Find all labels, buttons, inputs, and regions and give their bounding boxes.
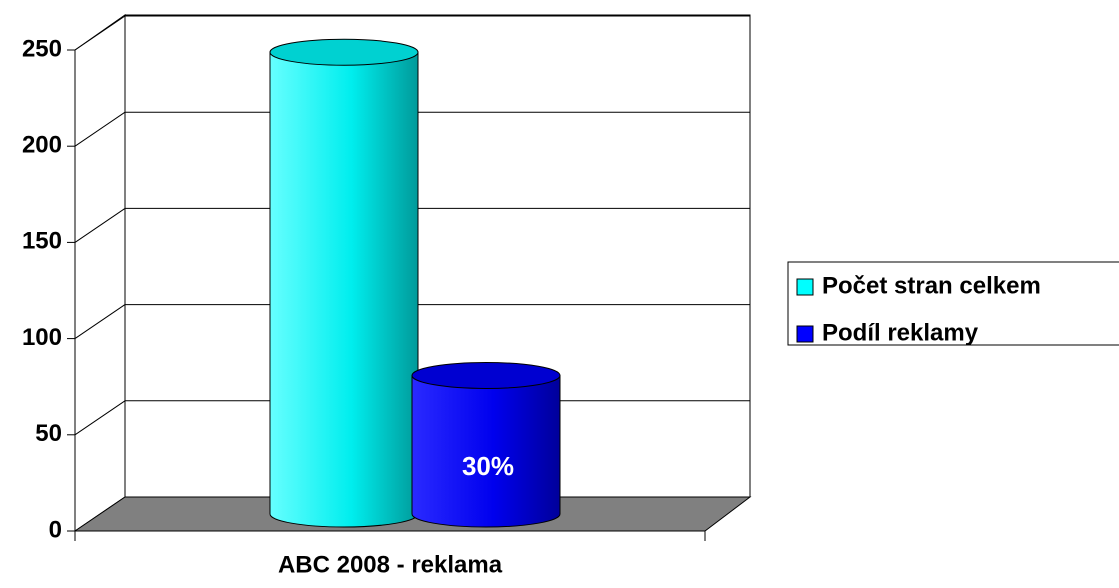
- y-tick-label: 50: [35, 420, 62, 447]
- category-label: ABC 2008 - reklama: [278, 551, 503, 578]
- legend-swatch: [796, 278, 814, 296]
- grid-line: [74, 304, 126, 340]
- grid-line: [74, 111, 126, 147]
- y-tick-label: 100: [22, 324, 62, 351]
- y-tick-label: 200: [22, 132, 62, 159]
- grid-line: [74, 207, 126, 243]
- cylinder-body: [411, 374, 561, 528]
- bars: 30%: [269, 38, 561, 528]
- grid-line: [74, 400, 126, 436]
- legend-swatch: [796, 325, 814, 343]
- y-tick-label: 0: [49, 516, 62, 543]
- legend-label: Počet stran celkem: [822, 272, 1041, 299]
- y-tick-label: 250: [22, 35, 62, 62]
- legend-items: Počet stran celkem Podíl reklamy: [796, 272, 1041, 346]
- grid: 0 50 100 150 200 250: [22, 15, 750, 543]
- cylinder-top: [411, 361, 561, 389]
- cylinder-body: [269, 51, 419, 528]
- annotation: 30%: [462, 451, 514, 481]
- side-wall: [74, 14, 126, 532]
- legend-label: Podíl reklamy: [822, 319, 979, 346]
- legend: [787, 261, 1119, 346]
- grid-line: [74, 15, 126, 51]
- cylinder-top: [269, 38, 419, 66]
- y-tick-label: 150: [22, 228, 62, 255]
